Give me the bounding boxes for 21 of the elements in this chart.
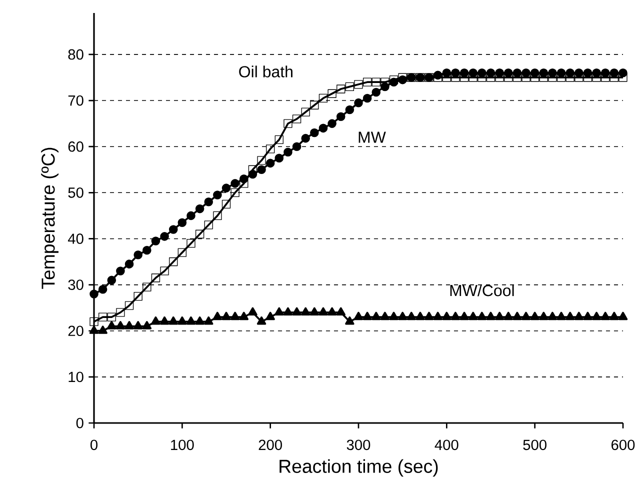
y-tick-label: 0	[76, 418, 84, 428]
x-tick-label: 0	[90, 440, 98, 450]
y-tick-label: 80	[68, 49, 84, 60]
x-tick-label: 100	[171, 440, 194, 450]
x-tick-label: 200	[258, 440, 282, 450]
x-tick-label: 500	[523, 440, 546, 450]
series-label: MW	[358, 132, 386, 143]
series-label: MW/Cool	[450, 284, 514, 296]
y-tick-label: 50	[68, 187, 84, 198]
y-tick-label: 70	[68, 95, 84, 106]
x-tick-label: 400	[434, 440, 458, 450]
series-label: Oil bath	[239, 66, 292, 78]
x-axis-title: Reaction time (sec)	[280, 459, 438, 477]
y-tick-label: 40	[68, 234, 84, 244]
x-tick-label: 300	[346, 440, 370, 450]
y-tick-label: 20	[68, 326, 84, 336]
y-tick-label: 30	[68, 280, 84, 290]
x-tick-label: 600	[612, 440, 635, 450]
y-axis-title: Temperature (ºC)	[41, 148, 58, 289]
y-tick-label: 60	[68, 141, 84, 152]
y-tick-label: 10	[68, 372, 84, 382]
